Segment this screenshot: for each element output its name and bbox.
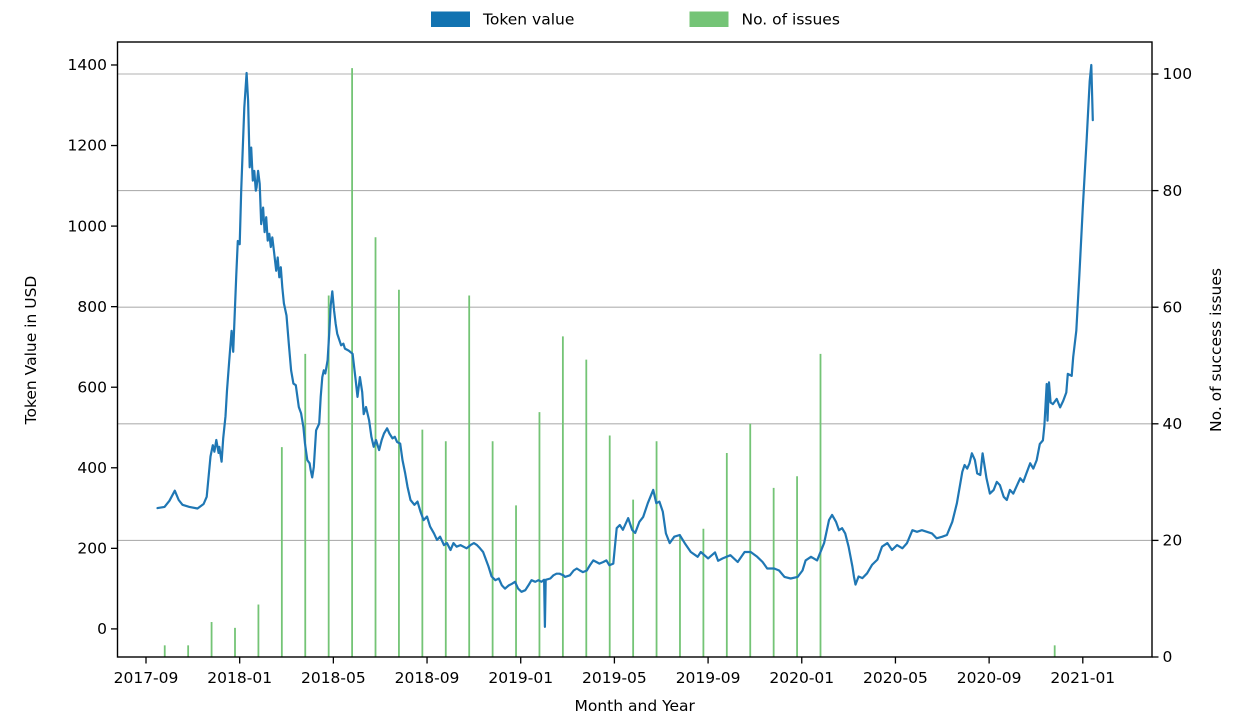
x-tick-label: 2017-09 [114,669,179,687]
y-left-tick-label: 200 [77,540,107,558]
x-tick-label: 2018-05 [301,669,366,687]
y-right-tick-label: 20 [1163,532,1183,550]
y-right-tick-label: 80 [1163,182,1183,200]
x-tick-label: 2020-01 [769,669,834,687]
y-right-tick-label: 60 [1163,298,1183,316]
y-left-tick-label: 1200 [68,137,107,155]
x-tick-label: 2019-01 [488,669,553,687]
x-tick-label: 2019-05 [582,669,647,687]
y-left-tick-label: 600 [77,378,107,396]
x-tick-label: 2021-01 [1050,669,1115,687]
x-tick-label: 2020-09 [957,669,1022,687]
y-right-axis-label: No. of success issues [1207,268,1225,432]
y-right-axis: 0 20 40 60 80 100 [1152,65,1192,666]
y-left-tick-label: 400 [77,459,107,477]
issues-bars [163,68,1056,657]
y-left-tick-label: 800 [77,298,107,316]
y-left-tick-label: 0 [97,620,107,638]
legend-label-token-value: Token value [482,11,574,29]
y-right-tick-label: 100 [1163,65,1193,83]
legend-swatch-token-value [431,11,470,27]
y-left-tick-label: 1400 [68,56,107,74]
x-axis-label: Month and Year [574,697,695,715]
y-left-axis-label: Token Value in USD [22,276,40,426]
legend: Token value No. of issues [431,11,840,29]
legend-label-issues: No. of issues [742,11,840,29]
y-right-tick-label: 0 [1163,648,1173,666]
y-left-tick-label: 1000 [68,217,107,235]
gridlines [117,73,1152,541]
y-right-tick-label: 40 [1163,415,1183,433]
x-tick-label: 2019-09 [676,669,741,687]
x-tick-label: 2018-01 [207,669,272,687]
x-tick-label: 2018-09 [395,669,460,687]
token-value-line [156,63,1094,629]
x-axis: 2017-09 2018-01 2018-05 2018-09 2019-01 2019-… [114,657,1115,687]
legend-swatch-issues [689,11,729,27]
x-tick-label: 2020-05 [863,669,928,687]
plot-frame [116,41,1153,658]
y-left-axis: 0 200 400 600 800 1000 1200 1400 [68,56,118,638]
